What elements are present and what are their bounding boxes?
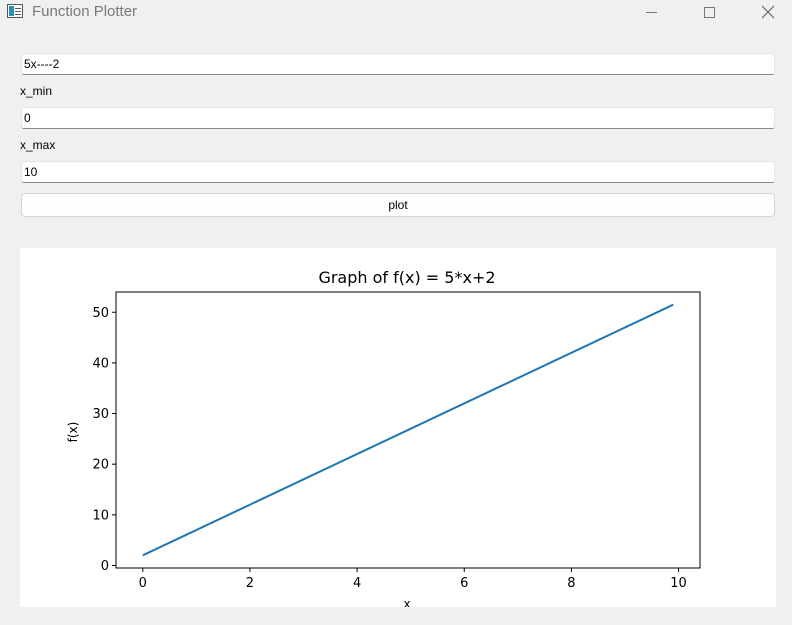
y-tick-label: 20: [92, 458, 109, 473]
maximize-button[interactable]: [686, 0, 732, 24]
chart-title: Graph of f(x) = 5*x+2: [318, 268, 495, 287]
plot-canvas: 0 2 4 6 8 10 0 10 20 30 40 50 Graph of f(x) = 5*x+2 x…: [20, 248, 776, 607]
line-chart: 0 2 4 6 8 10 0 10 20 30 40 50 Graph of f(x) = 5*x+2 x…: [66, 268, 701, 607]
close-icon: [761, 5, 775, 19]
app-icon: [7, 4, 23, 18]
x-min-input[interactable]: [21, 107, 775, 129]
y-tick-label: 10: [92, 508, 109, 523]
plot-button[interactable]: plot: [21, 193, 775, 217]
series-line: [142, 303, 674, 557]
y-axis-label: f(x): [66, 422, 80, 443]
x-axis-label: x: [403, 597, 410, 607]
x-tick-label: 0: [139, 576, 147, 591]
minimize-icon: [645, 11, 657, 13]
maximize-icon: [703, 6, 715, 18]
y-tick-label: 30: [92, 407, 109, 422]
axes-frame: [115, 291, 701, 569]
x-max-label: x_max: [20, 138, 56, 152]
x-tick-label: 2: [246, 576, 254, 591]
y-tick-label: 50: [92, 306, 109, 321]
x-max-input[interactable]: [21, 161, 775, 183]
title-bar: Function Plotter: [0, 0, 792, 26]
window-title: Function Plotter: [32, 3, 138, 20]
x-min-label: x_min: [20, 84, 53, 98]
x-tick-label: 8: [567, 576, 575, 591]
minimize-button[interactable]: [628, 0, 674, 24]
x-tick-label: 6: [460, 576, 468, 591]
function-input[interactable]: [21, 53, 775, 75]
y-tick-label: 0: [101, 559, 109, 574]
x-tick-label: 4: [353, 576, 361, 591]
close-button[interactable]: [745, 0, 791, 24]
x-tick-label: 10: [670, 576, 687, 591]
y-tick-label: 40: [92, 356, 109, 371]
